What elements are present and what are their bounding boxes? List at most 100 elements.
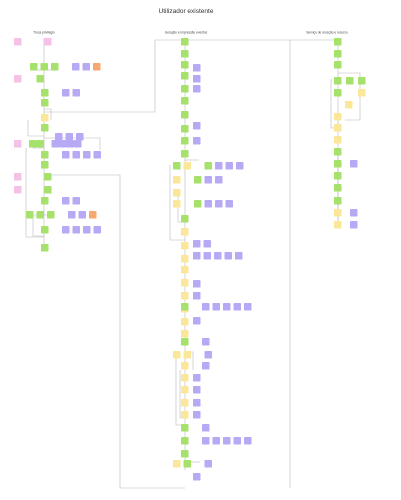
node-decision: [181, 330, 189, 338]
node-step: [181, 338, 189, 346]
connector-line: [169, 165, 185, 241]
node-note: [44, 38, 52, 46]
node-data-card: [193, 317, 201, 325]
node-decision: [181, 374, 189, 382]
connector-lines: [25, 38, 361, 489]
node-step: [36, 211, 44, 219]
node-decision: [181, 318, 189, 326]
node-note: [14, 173, 22, 181]
node-data-card: [78, 211, 86, 219]
node-decision: [181, 386, 189, 394]
node-data-card: [74, 140, 82, 148]
node-decision: [181, 292, 189, 300]
node-data-card: [83, 151, 91, 159]
node-step: [26, 211, 34, 219]
node-data-card: [202, 362, 210, 370]
node-step: [41, 226, 49, 234]
node-data-card: [62, 89, 70, 97]
node-data-card: [214, 252, 222, 260]
node-data-card: [193, 280, 201, 288]
node-alert-card: [89, 211, 97, 219]
node-alert-card: [93, 63, 101, 71]
connector-line: [32, 215, 44, 237]
node-decision: [41, 114, 49, 122]
node-step: [194, 200, 202, 208]
node-data-card: [72, 197, 80, 205]
node-data-card: [204, 176, 212, 184]
node-data-card: [236, 162, 244, 170]
node-decision: [334, 221, 342, 229]
node-data-card: [244, 437, 252, 445]
node-data-card: [193, 473, 201, 481]
lane-label-3: Serviço de receção e recurso: [306, 31, 348, 35]
node-step: [181, 97, 189, 105]
node-step: [346, 77, 354, 85]
node-step: [44, 186, 52, 194]
connector-line: [44, 39, 185, 113]
node-step: [181, 38, 189, 46]
node-data-card: [202, 338, 210, 346]
node-decision: [358, 89, 366, 97]
node-step: [181, 111, 189, 119]
node-data-card: [62, 197, 70, 205]
node-step: [334, 148, 342, 156]
node-data-card: [65, 133, 73, 141]
node-data-card: [215, 200, 223, 208]
node-data-card: [193, 374, 201, 382]
node-step: [204, 162, 212, 170]
node-data-card: [215, 176, 223, 184]
node-data-card: [193, 240, 201, 248]
node-decision: [345, 101, 353, 109]
node-data-card: [202, 437, 210, 445]
node-data-card: [62, 151, 70, 159]
node-data-card: [93, 151, 101, 159]
node-data-card: [233, 303, 241, 311]
node-data-card: [204, 200, 212, 208]
node-data-card: [193, 137, 201, 145]
connector-line: [44, 174, 185, 489]
connector-line: [25, 148, 44, 238]
node-data-card: [350, 221, 358, 229]
node-data-card: [62, 226, 70, 234]
node-data-card: [193, 64, 201, 72]
node-note: [14, 38, 22, 46]
node-data-card: [193, 75, 201, 83]
node-decision: [334, 113, 342, 121]
node-data-card: [193, 122, 201, 130]
node-data-card: [51, 140, 59, 148]
diagram-title: Utilizador existente: [159, 8, 214, 15]
node-data-card: [224, 252, 232, 260]
node-step: [334, 160, 342, 168]
node-step: [41, 244, 49, 252]
node-decision: [181, 399, 189, 407]
node-data-card: [68, 211, 76, 219]
node-data-card: [235, 252, 243, 260]
node-data-card: [202, 424, 210, 432]
node-data-card: [72, 151, 80, 159]
node-data-card: [193, 85, 201, 93]
node-note: [14, 140, 22, 148]
node-decision: [181, 362, 189, 370]
node-step: [194, 176, 202, 184]
node-data-card: [225, 162, 233, 170]
node-decision: [173, 200, 181, 208]
node-step: [334, 89, 342, 97]
node-data-card: [223, 437, 231, 445]
connector-line: [44, 137, 101, 150]
node-data-card: [233, 437, 241, 445]
node-layer: [14, 38, 366, 481]
node-step: [41, 161, 49, 169]
node-step: [30, 63, 38, 71]
node-data-card: [212, 437, 220, 445]
node-step: [41, 151, 49, 159]
node-step: [41, 89, 49, 97]
node-step: [41, 197, 49, 205]
node-step: [181, 61, 189, 69]
node-data-card: [204, 351, 212, 359]
node-data-card: [203, 240, 211, 248]
node-decision: [173, 189, 181, 197]
connector-line: [185, 39, 291, 488]
node-data-card: [350, 160, 358, 168]
node-data-card: [59, 140, 67, 148]
